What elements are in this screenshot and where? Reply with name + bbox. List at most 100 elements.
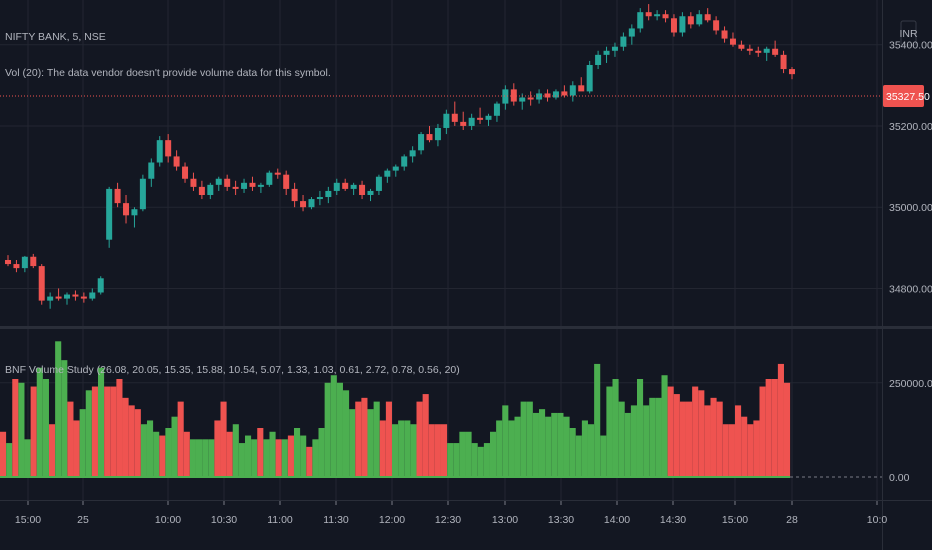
candle-body xyxy=(257,184,264,187)
time-axis-label: 12:30 xyxy=(435,514,461,526)
volume-bar xyxy=(692,386,699,477)
candle-body xyxy=(628,28,635,37)
volume-bar xyxy=(171,416,178,477)
candle-body xyxy=(578,85,585,92)
candle-body xyxy=(224,178,231,187)
volume-bar xyxy=(539,409,546,477)
volume-bar xyxy=(330,375,337,477)
candle-body xyxy=(493,103,500,116)
time-axis-label: 12:00 xyxy=(379,514,405,526)
candle-body xyxy=(38,266,45,301)
volume-bar xyxy=(98,367,105,477)
volume-bar xyxy=(716,401,723,477)
volume-bar xyxy=(765,379,772,477)
candle-body xyxy=(679,16,686,33)
volume-bar xyxy=(226,431,233,477)
volume-bar xyxy=(459,431,466,477)
candle-body xyxy=(13,264,20,269)
volume-bar xyxy=(275,439,282,477)
volume-axis[interactable]: 250000.00 0.00 xyxy=(889,378,932,484)
candle-body xyxy=(375,176,382,191)
candle-body xyxy=(654,14,661,17)
candle-body xyxy=(772,48,779,55)
volume-bar xyxy=(784,382,791,477)
volume-bar xyxy=(104,386,111,477)
volume-bar xyxy=(532,412,539,477)
volume-bars xyxy=(0,341,791,478)
time-axis-label: 28 xyxy=(786,514,798,526)
volume-bar xyxy=(526,401,533,477)
candle-body xyxy=(215,178,222,185)
volume-bar xyxy=(361,397,368,477)
volume-bar xyxy=(404,420,411,477)
volume-bar xyxy=(698,390,705,477)
volume-bar xyxy=(220,401,227,477)
volume-bar xyxy=(232,424,239,477)
candle-body xyxy=(670,18,677,33)
volume-message[interactable]: Vol (20): The data vendor doesn't provid… xyxy=(5,67,331,79)
candle-body xyxy=(595,54,602,65)
volume-bar xyxy=(336,382,343,477)
volume-bar xyxy=(661,375,668,477)
candle-body xyxy=(131,209,138,216)
candle-body xyxy=(586,65,593,92)
volume-bar xyxy=(624,412,631,477)
volume-bar xyxy=(508,420,515,477)
volume-bar xyxy=(728,424,735,477)
volume-bar xyxy=(557,412,564,477)
time-axis-label: 15:00 xyxy=(15,514,41,526)
volume-bar xyxy=(6,443,13,477)
candle-body xyxy=(55,296,62,299)
candle-body xyxy=(468,117,475,126)
volume-bar xyxy=(612,379,619,477)
candle-body xyxy=(266,172,273,185)
candle-body xyxy=(148,162,155,179)
candle-body xyxy=(367,190,374,195)
price-axis-label: 35400.00 xyxy=(889,40,932,52)
symbol-title[interactable]: NIFTY BANK, 5, NSE xyxy=(5,31,106,43)
volume-bar xyxy=(128,405,135,477)
price-candles xyxy=(5,4,795,309)
volume-bar xyxy=(355,401,362,477)
volume-bar xyxy=(673,394,680,477)
volume-bar xyxy=(483,443,490,477)
time-axis-label: 15:00 xyxy=(722,514,748,526)
candle-body xyxy=(190,178,197,187)
price-axis[interactable]: 35400.00 35200.00 35000.00 34800.00 xyxy=(889,40,932,296)
candle-body xyxy=(316,197,323,200)
volume-bar xyxy=(196,439,203,477)
candle-body xyxy=(80,296,87,299)
candle-body xyxy=(780,54,787,70)
candle-body xyxy=(721,30,728,39)
volume-bar xyxy=(257,428,264,477)
time-axis-label: 11:30 xyxy=(323,514,349,526)
time-axis[interactable]: 15:00 25 10:00 10:30 11:00 11:30 12:00 12:30 13:… xyxy=(15,501,888,526)
candle-body xyxy=(300,201,307,208)
volume-bar xyxy=(349,409,356,477)
time-axis-label: 10:30 xyxy=(211,514,237,526)
currency-button[interactable]: INR xyxy=(899,20,918,46)
study-legend[interactable]: BNF Volume Study (26.08, 20.05, 15.35, 1… xyxy=(5,364,460,376)
volume-bar xyxy=(110,386,117,477)
volume-bar xyxy=(18,382,25,477)
volume-bar xyxy=(67,401,74,477)
volume-bar xyxy=(753,420,760,477)
candle-body xyxy=(5,260,11,265)
candle-body xyxy=(207,184,214,195)
candle-body xyxy=(165,140,172,157)
candle-body xyxy=(544,93,551,98)
candle-body xyxy=(434,127,441,141)
volume-bar xyxy=(312,439,319,477)
candle-body xyxy=(106,188,113,240)
volume-bar xyxy=(477,446,484,477)
time-axis-label: 14:30 xyxy=(660,514,686,526)
volume-bar xyxy=(569,428,576,477)
candle-body xyxy=(350,184,357,189)
volume-bar xyxy=(514,416,521,477)
volume-bar xyxy=(434,424,441,477)
volume-bar xyxy=(61,360,68,477)
candle-body xyxy=(637,12,644,29)
volume-bar xyxy=(447,443,454,477)
price-axis-label: 35200.00 xyxy=(889,121,932,133)
